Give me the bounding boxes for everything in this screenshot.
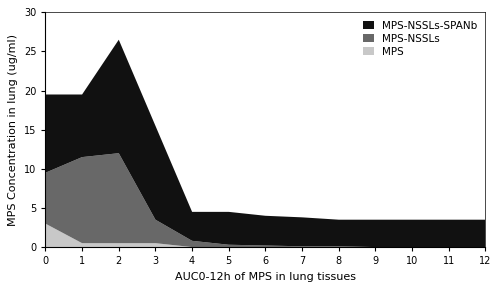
Y-axis label: MPS Concentration in lung (ug/ml): MPS Concentration in lung (ug/ml): [8, 34, 18, 226]
Legend: MPS-NSSLs-SPANb, MPS-NSSLs, MPS: MPS-NSSLs-SPANb, MPS-NSSLs, MPS: [360, 17, 480, 60]
X-axis label: AUC0-12h of MPS in lung tissues: AUC0-12h of MPS in lung tissues: [175, 272, 356, 282]
